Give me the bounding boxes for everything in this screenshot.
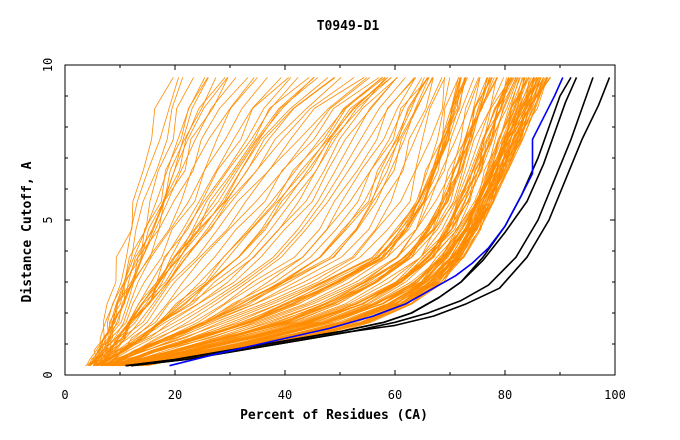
orange-series-line bbox=[95, 77, 355, 367]
orange-series-line bbox=[120, 77, 526, 367]
orange-series-line bbox=[94, 77, 194, 366]
x-tick-label: 80 bbox=[498, 388, 512, 402]
orange-series-line bbox=[89, 77, 329, 367]
x-axis: 0 20 40 60 80 100 bbox=[61, 65, 626, 402]
orange-series-line bbox=[101, 77, 398, 366]
highlight-series-group bbox=[125, 76, 611, 367]
orange-series-group bbox=[85, 77, 552, 367]
orange-series-line bbox=[97, 77, 398, 367]
y-axis-label: Distance Cutoff, A bbox=[20, 161, 35, 302]
orange-series-line bbox=[116, 77, 512, 367]
x-tick-label: 20 bbox=[168, 388, 182, 402]
x-tick-label: 100 bbox=[604, 388, 626, 402]
y-tick-label: 10 bbox=[41, 58, 55, 72]
orange-series-line bbox=[97, 77, 319, 366]
orange-series-line bbox=[95, 77, 335, 366]
orange-series-line bbox=[108, 77, 451, 367]
x-axis-label: Percent of Residues (CA) bbox=[240, 408, 428, 423]
orange-series-line bbox=[107, 77, 383, 366]
orange-series-line bbox=[127, 77, 525, 367]
orange-series-line bbox=[100, 77, 310, 366]
orange-series-line bbox=[92, 77, 342, 366]
orange-series-line bbox=[105, 77, 433, 367]
orange-series-line bbox=[112, 77, 416, 367]
orange-series-line bbox=[132, 77, 536, 367]
orange-series-line bbox=[117, 77, 499, 367]
orange-series-line bbox=[109, 77, 475, 367]
y-axis: 0 5 10 bbox=[41, 58, 615, 379]
orange-series-line bbox=[106, 77, 443, 367]
x-tick-label: 60 bbox=[388, 388, 402, 402]
black-series-line bbox=[130, 77, 611, 367]
blue-series-line bbox=[169, 77, 564, 367]
orange-series-line bbox=[89, 77, 237, 366]
orange-series-line bbox=[97, 77, 371, 366]
orange-series-line bbox=[117, 77, 481, 367]
orange-series-line bbox=[115, 77, 488, 367]
black-series-line bbox=[125, 77, 578, 367]
orange-series-line bbox=[111, 77, 498, 367]
orange-series-line bbox=[115, 77, 491, 367]
orange-series-line bbox=[96, 77, 386, 367]
orange-series-line bbox=[109, 77, 429, 367]
x-tick-label: 0 bbox=[61, 388, 68, 402]
orange-series-line bbox=[89, 77, 336, 366]
chart-title: T0949-D1 bbox=[317, 19, 380, 34]
orange-series-line bbox=[102, 77, 368, 366]
orange-series-line bbox=[88, 77, 229, 366]
y-tick-label: 0 bbox=[41, 371, 55, 378]
orange-series-line bbox=[101, 77, 406, 367]
y-tick-label: 5 bbox=[41, 216, 55, 223]
orange-series-line bbox=[122, 77, 517, 367]
orange-series-line bbox=[93, 77, 398, 367]
orange-series-line bbox=[93, 77, 255, 366]
orange-series-line bbox=[127, 77, 519, 367]
x-tick-label: 40 bbox=[278, 388, 292, 402]
orange-series-line bbox=[94, 77, 206, 366]
orange-series-line bbox=[101, 77, 434, 367]
orange-series-line bbox=[121, 77, 510, 367]
orange-series-line bbox=[87, 77, 174, 367]
orange-series-line bbox=[111, 77, 467, 367]
